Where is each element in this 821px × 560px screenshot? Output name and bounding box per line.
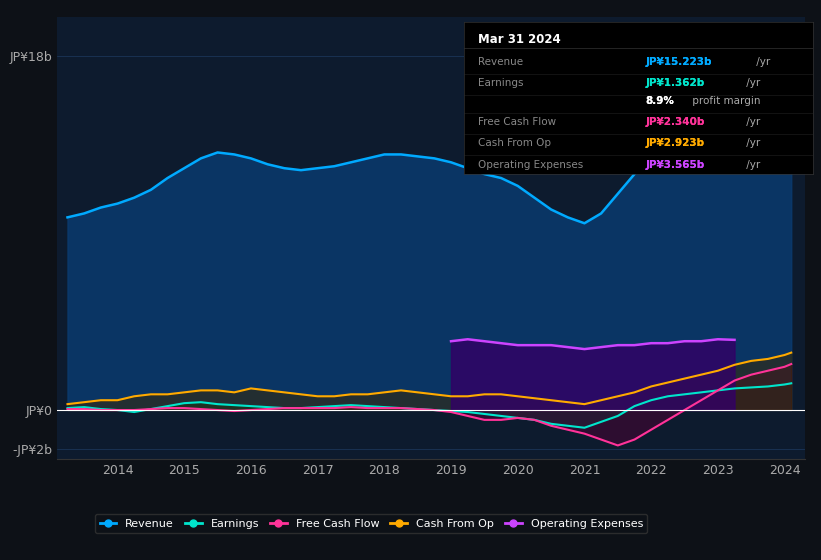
Text: JP¥2.340b: JP¥2.340b (645, 117, 704, 127)
Text: JP¥15.223b: JP¥15.223b (645, 57, 712, 67)
Text: /yr: /yr (754, 57, 771, 67)
Text: /yr: /yr (743, 138, 760, 148)
Text: Free Cash Flow: Free Cash Flow (478, 117, 556, 127)
Text: profit margin: profit margin (689, 96, 760, 106)
Text: JP¥1.362b: JP¥1.362b (645, 78, 704, 88)
Text: JP¥3.565b: JP¥3.565b (645, 160, 704, 170)
Text: 8.9%: 8.9% (645, 96, 674, 106)
Text: 8.9%: 8.9% (645, 96, 674, 106)
Text: /yr: /yr (743, 78, 760, 88)
Text: Operating Expenses: Operating Expenses (478, 160, 583, 170)
Text: Earnings: Earnings (478, 78, 523, 88)
Text: JP¥2.923b: JP¥2.923b (645, 138, 704, 148)
Text: /yr: /yr (743, 160, 760, 170)
Text: JP¥2.340b: JP¥2.340b (645, 117, 704, 127)
Text: JP¥15.223b: JP¥15.223b (645, 57, 712, 67)
Text: JP¥3.565b: JP¥3.565b (645, 160, 704, 170)
Text: Mar 31 2024: Mar 31 2024 (478, 33, 561, 46)
Text: JP¥2.923b: JP¥2.923b (645, 138, 704, 148)
Text: JP¥1.362b: JP¥1.362b (645, 78, 704, 88)
Legend: Revenue, Earnings, Free Cash Flow, Cash From Op, Operating Expenses: Revenue, Earnings, Free Cash Flow, Cash … (95, 514, 648, 533)
Text: Cash From Op: Cash From Op (478, 138, 551, 148)
Text: /yr: /yr (743, 117, 760, 127)
Text: Revenue: Revenue (478, 57, 523, 67)
